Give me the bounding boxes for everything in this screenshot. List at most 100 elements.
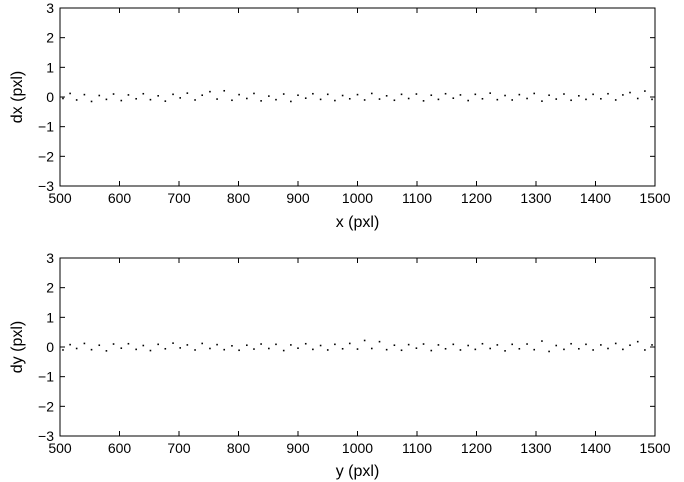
data-point xyxy=(636,97,639,100)
data-point xyxy=(223,89,226,92)
data-point xyxy=(90,348,93,351)
data-point xyxy=(231,99,233,102)
data-point xyxy=(268,347,270,350)
data-point xyxy=(622,348,624,351)
data-point xyxy=(474,348,477,351)
data-point xyxy=(98,344,101,347)
x-tick-label: 500 xyxy=(48,440,72,456)
data-point xyxy=(201,94,204,97)
data-point xyxy=(312,348,314,351)
data-point xyxy=(231,345,233,347)
data-point xyxy=(585,343,587,346)
data-point xyxy=(90,100,93,103)
data-point xyxy=(533,92,536,95)
data-point xyxy=(511,343,513,346)
data-point xyxy=(651,98,653,101)
data-point xyxy=(430,349,433,352)
data-point xyxy=(194,349,196,351)
data-point xyxy=(246,97,248,100)
data-point xyxy=(216,98,218,100)
data-point xyxy=(511,99,513,101)
data-point xyxy=(334,99,336,102)
x-tick-label: 700 xyxy=(167,440,191,456)
data-point xyxy=(415,347,418,349)
data-point xyxy=(149,98,152,101)
y-tick-label: −3 xyxy=(38,428,54,444)
x-tick-label: 1500 xyxy=(639,190,670,206)
x-tick-label: 1200 xyxy=(461,190,492,206)
data-point xyxy=(201,342,204,345)
data-point xyxy=(444,347,447,350)
x-tick-label: 1100 xyxy=(402,190,432,206)
data-point xyxy=(504,350,506,352)
data-point xyxy=(356,93,359,96)
data-point xyxy=(378,340,381,343)
x-tick-label: 1400 xyxy=(580,190,611,206)
x-tick-label: 1000 xyxy=(342,190,373,206)
data-point xyxy=(600,344,602,346)
data-point xyxy=(437,98,440,101)
data-point xyxy=(319,98,322,101)
x-tick-label: 1100 xyxy=(402,440,432,456)
data-point xyxy=(614,342,617,345)
plot-frame xyxy=(59,257,656,437)
data-point xyxy=(378,98,381,100)
data-point xyxy=(275,343,277,346)
y-axis-label: dx (pxl) xyxy=(9,71,26,123)
y-tick-label: −1 xyxy=(38,369,54,385)
data-point xyxy=(326,93,329,96)
data-point xyxy=(459,349,462,351)
data-point xyxy=(518,93,521,96)
data-point xyxy=(260,100,262,102)
data-point xyxy=(592,93,594,96)
data-point xyxy=(105,98,108,101)
x-tick-label: 900 xyxy=(286,440,310,456)
data-point xyxy=(253,92,255,95)
data-point xyxy=(326,349,329,351)
data-point xyxy=(223,348,226,351)
data-point xyxy=(356,348,359,350)
data-point xyxy=(209,347,211,350)
data-point xyxy=(105,350,108,352)
data-point xyxy=(69,92,71,95)
data-point xyxy=(422,100,425,102)
data-point xyxy=(496,344,499,346)
data-point xyxy=(127,342,130,345)
data-point xyxy=(69,343,71,346)
y-tick-label: 3 xyxy=(46,250,54,266)
x-tick-label: 600 xyxy=(108,190,132,206)
x-tick-label: 1400 xyxy=(580,440,611,456)
data-point xyxy=(452,343,455,346)
data-point xyxy=(607,347,609,350)
data-point xyxy=(548,94,550,97)
data-point xyxy=(98,94,101,97)
y-tick-label: −3 xyxy=(38,178,54,194)
x-axis-label: y (pxl) xyxy=(336,463,380,480)
data-point xyxy=(290,344,292,346)
data-point xyxy=(75,347,78,350)
data-point xyxy=(467,344,469,347)
data-point xyxy=(341,94,344,97)
y-tick-label: 1 xyxy=(46,309,54,325)
data-point xyxy=(629,344,631,347)
data-point xyxy=(157,95,159,97)
data-point xyxy=(334,343,336,346)
data-point xyxy=(142,344,145,347)
data-point xyxy=(636,340,639,343)
data-point xyxy=(518,347,521,350)
data-point xyxy=(644,90,646,92)
data-point xyxy=(348,97,351,100)
data-point xyxy=(563,348,565,351)
data-point xyxy=(135,348,137,351)
data-point xyxy=(600,97,602,100)
data-point xyxy=(644,349,646,351)
data-point xyxy=(592,349,594,351)
data-point xyxy=(297,94,299,97)
data-point xyxy=(253,348,255,350)
data-point xyxy=(400,349,403,352)
data-point xyxy=(555,98,558,100)
data-point xyxy=(186,92,189,94)
data-point xyxy=(407,97,410,100)
data-point xyxy=(290,100,292,103)
